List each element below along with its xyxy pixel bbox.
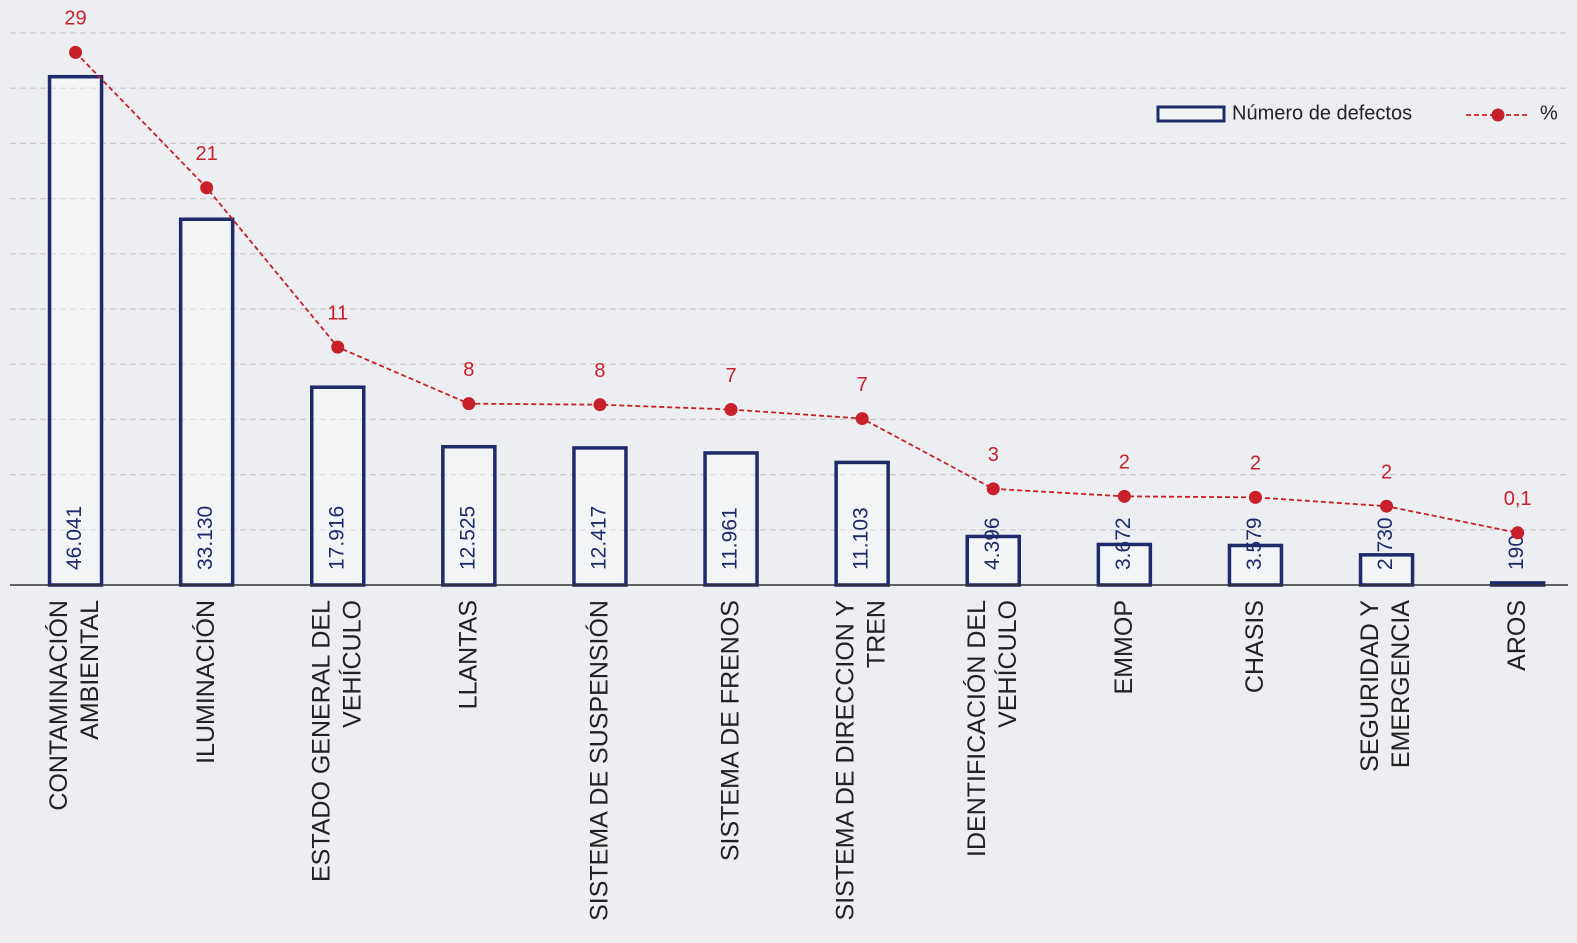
bar-value-label: 46.041 — [63, 506, 86, 570]
percent-label: 7 — [725, 365, 736, 387]
percent-label: 11 — [327, 302, 348, 324]
bar-value-label: 12.525 — [456, 506, 479, 570]
bar-value-label: 2.730 — [1374, 517, 1397, 570]
percent-marker — [986, 482, 1000, 496]
bar-value-label: 3.672 — [1112, 517, 1135, 570]
percent-marker — [724, 403, 738, 417]
x-tick-label: EMMOP — [1109, 600, 1138, 695]
x-tick-label: ESTADO GENERAL DEL VEHÍCULO — [307, 600, 367, 883]
percent-label: 21 — [196, 143, 218, 165]
legend-marker — [1491, 108, 1505, 122]
percent-label: 8 — [594, 360, 605, 382]
percent-marker — [200, 181, 214, 195]
x-tick-label: SISTEMA DE DIRECCION Y TREN — [831, 600, 891, 921]
legend-swatch — [1156, 105, 1226, 123]
percent-label: 0,1 — [1504, 488, 1532, 510]
percent-marker — [593, 398, 607, 412]
bar-value-label: 17.916 — [325, 506, 348, 570]
bar — [47, 74, 104, 587]
percent-marker — [1511, 526, 1525, 540]
bar — [441, 444, 497, 587]
percent-label: 7 — [857, 374, 868, 396]
percent-label: 29 — [64, 8, 86, 30]
percent-label: 2 — [1250, 453, 1261, 475]
legend-label: Número de defectos — [1232, 102, 1412, 124]
x-tick-label: LLANTAS — [454, 600, 483, 710]
bar-value-label: 4.396 — [981, 517, 1004, 570]
x-tick-label: SEGURIDAD Y EMERGENCIA — [1356, 600, 1416, 772]
percent-label: 2 — [1119, 452, 1130, 474]
percent-marker — [69, 45, 83, 59]
bar-value-label: 12.417 — [587, 506, 610, 570]
x-tick-label: IDENTIFICACIÓN DEL VEHÍCULO — [962, 600, 1022, 857]
bar — [703, 451, 759, 587]
bar-value-label: 3.579 — [1243, 517, 1266, 570]
x-tick-label: CHASIS — [1240, 600, 1269, 694]
bar-value-label: 11.961 — [719, 507, 742, 570]
bar-value-label: 190 — [1505, 535, 1528, 570]
percent-marker — [331, 340, 345, 354]
percent-line — [74, 51, 1518, 534]
percent-marker — [1380, 499, 1394, 513]
bar-value-label: 33.130 — [194, 506, 217, 570]
percent-marker — [1117, 489, 1131, 503]
bar-value-label: 11.103 — [850, 507, 873, 570]
x-tick-label: ILUMINACIÓN — [192, 600, 221, 764]
percent-marker — [855, 412, 869, 426]
bar — [1227, 543, 1284, 587]
x-tick-label: CONTAMINACIÓN AMBIENTAL — [45, 600, 105, 811]
percent-label: 3 — [988, 444, 999, 466]
percent-marker — [462, 397, 476, 411]
x-tick-label: AROS — [1503, 600, 1532, 671]
x-tick-label: SISTEMA DE SUSPENSIÓN — [585, 600, 614, 921]
bar — [965, 534, 1021, 587]
percent-label: 8 — [463, 359, 474, 381]
legend-label: % — [1540, 102, 1558, 124]
x-tick-label: SISTEMA DE FRENOS — [716, 600, 745, 862]
percent-label: 2 — [1381, 461, 1392, 483]
percent-marker — [1248, 490, 1262, 504]
